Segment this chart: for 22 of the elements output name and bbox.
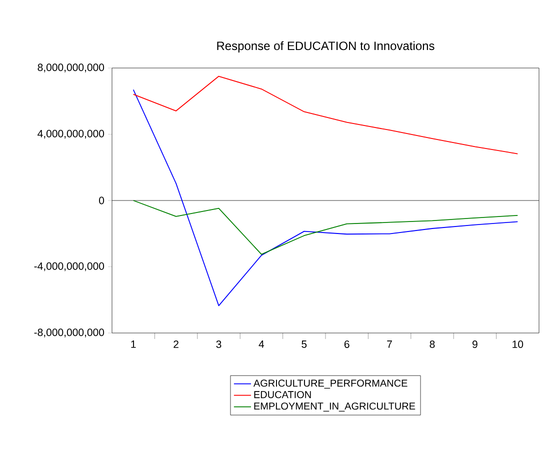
y-tick-label: -4,000,000,000 <box>34 262 104 272</box>
x-tick-label: 4 <box>258 340 264 348</box>
x-tick-label: 9 <box>472 340 478 348</box>
line-series <box>132 200 518 255</box>
line-series <box>132 89 518 306</box>
x-tick-label: 10 <box>512 340 524 348</box>
x-tick-label: 5 <box>302 340 307 348</box>
y-tick-label: 0 <box>99 196 104 204</box>
x-tick-label: 1 <box>131 340 136 348</box>
y-tick-label: 4,000,000,000 <box>38 130 104 139</box>
legend-label: AGRICULTURE_PERFORMANCE <box>253 380 408 389</box>
x-tick-label: 7 <box>387 340 392 348</box>
legend-label: EDUCATION <box>254 391 311 398</box>
line-series <box>132 76 518 154</box>
x-tick-label: 3 <box>216 340 222 348</box>
x-tick-label: 8 <box>430 340 435 348</box>
legend-label: EMPLOYMENT_IN_AGRICULTURE <box>254 402 416 412</box>
y-tick-label: 8,000,000,000 <box>38 64 104 72</box>
x-tick-label: 2 <box>174 340 178 348</box>
x-tick-label: 6 <box>344 340 350 348</box>
chart-title: Response of EDUCATION to Innovations <box>217 41 434 52</box>
y-tick-label: -8,000,000,000 <box>34 328 104 338</box>
